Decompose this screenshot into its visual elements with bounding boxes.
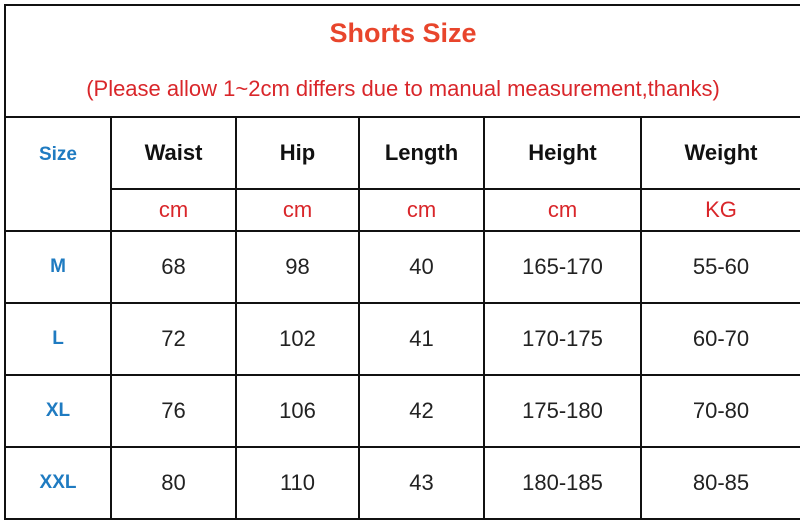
size-cell: L (4, 302, 112, 376)
hip-cell: 110 (235, 446, 360, 520)
table-row: M 68 98 40 165-170 55-60 (4, 230, 800, 304)
height-cell: 165-170 (483, 230, 642, 304)
weight-cell: 70-80 (639, 374, 800, 448)
unit-height: cm (483, 188, 642, 232)
header-size: Size (4, 116, 112, 232)
length-cell: 43 (358, 446, 485, 520)
length-cell: 41 (358, 302, 485, 376)
header-weight: Weight (639, 116, 800, 190)
unit-waist: cm (110, 188, 237, 232)
size-cell: XXL (4, 446, 112, 520)
header-waist: Waist (110, 116, 237, 190)
chart-subtitle: (Please allow 1~2cm differs due to manua… (86, 76, 720, 101)
height-cell: 180-185 (483, 446, 642, 520)
size-cell: M (4, 230, 112, 304)
table-row: XXL 80 110 43 180-185 80-85 (4, 446, 800, 520)
length-cell: 42 (358, 374, 485, 448)
hip-cell: 102 (235, 302, 360, 376)
length-cell: 40 (358, 230, 485, 304)
height-cell: 170-175 (483, 302, 642, 376)
waist-cell: 68 (110, 230, 237, 304)
table-row: XL 76 106 42 175-180 70-80 (4, 374, 800, 448)
size-chart-table: Shorts Size (Please allow 1~2cm differs … (3, 4, 800, 520)
header-hip: Hip (235, 116, 360, 190)
table-row: L 72 102 41 170-175 60-70 (4, 302, 800, 376)
height-cell: 175-180 (483, 374, 642, 448)
hip-cell: 98 (235, 230, 360, 304)
unit-weight: KG (639, 188, 800, 232)
chart-title: Shorts Size (329, 18, 477, 48)
hip-cell: 106 (235, 374, 360, 448)
weight-cell: 55-60 (639, 230, 800, 304)
waist-cell: 72 (110, 302, 237, 376)
unit-length: cm (358, 188, 485, 232)
title-cell: Shorts Size (Please allow 1~2cm differs … (3, 4, 800, 118)
header-length: Length (358, 116, 485, 190)
unit-hip: cm (235, 188, 360, 232)
waist-cell: 76 (110, 374, 237, 448)
header-height: Height (483, 116, 642, 190)
weight-cell: 60-70 (639, 302, 800, 376)
size-cell: XL (4, 374, 112, 448)
waist-cell: 80 (110, 446, 237, 520)
weight-cell: 80-85 (639, 446, 800, 520)
